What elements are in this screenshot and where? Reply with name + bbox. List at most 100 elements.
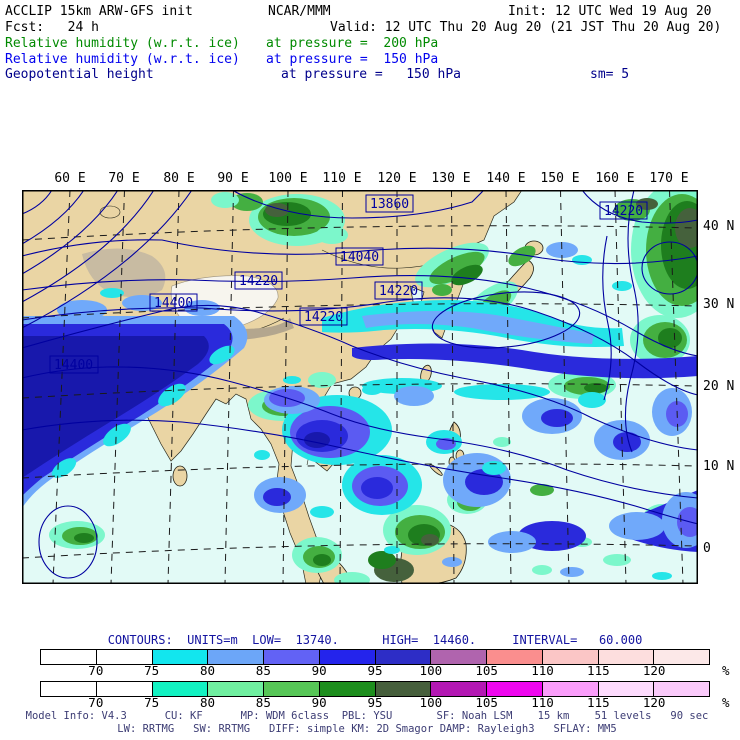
tick-label: 85 — [255, 663, 271, 678]
lon-label-140e: 140 E — [486, 171, 526, 186]
tick-label: 100 — [419, 663, 443, 678]
colorbar-segment — [654, 650, 709, 664]
lon-label-160e: 160 E — [595, 171, 635, 186]
tick-label: 120 — [642, 695, 666, 710]
lon-label-150e: 150 E — [540, 171, 580, 186]
lon-label-130e: 130 E — [431, 171, 471, 186]
contour-label: 14400 — [154, 296, 193, 311]
rh150-shading-layer — [22, 242, 698, 580]
field2-name: Relative humidity (w.r.t. ice) — [5, 52, 240, 67]
contour-label: 14040 — [340, 250, 379, 265]
contour-label: 14220 — [304, 310, 343, 325]
contour-label: 14220 — [239, 274, 278, 289]
map-border — [22, 190, 698, 584]
tick-label: 105 — [475, 663, 498, 678]
field3-name: Geopotential height — [5, 67, 154, 82]
field1-level: at pressure = 200 hPa — [266, 36, 439, 51]
contour-label: 13860 — [370, 197, 409, 212]
graticule-layer — [22, 190, 698, 584]
colorbar-segment — [598, 682, 655, 696]
lat-label-0: 0 — [703, 541, 711, 556]
model-info-line2: LW: RRTMG SW: RRTMG DIFF: simple KM: 2D … — [117, 723, 617, 735]
colorbar-segment — [431, 682, 487, 696]
lat-label-20n: 20 N — [703, 379, 735, 394]
contour-label-layer: 13860 14220 14040 14220 14400 14220 1422… — [49, 194, 648, 374]
lon-label-100e: 100 E — [268, 171, 308, 186]
tick-label: 75 — [144, 695, 160, 710]
field1-name: Relative humidity (w.r.t. ice) — [5, 36, 240, 51]
lon-label-70e: 70 E — [108, 171, 140, 186]
colorbar-segment — [96, 650, 153, 664]
map-plot: 13860 14220 14040 14220 14400 14220 1422… — [22, 190, 698, 584]
colorbar-rh150 — [40, 649, 710, 665]
colorbar-segment — [319, 682, 376, 696]
tick-label: 70 — [88, 663, 104, 678]
colorbar-segment — [264, 682, 320, 696]
colorbar-segment — [654, 682, 709, 696]
field2-level: at pressure = 150 hPa — [266, 52, 439, 67]
colorbar-segment — [208, 650, 264, 664]
colorbar-segment — [375, 650, 432, 664]
page-title: ACCLIP 15km ARW-GFS init — [5, 4, 193, 19]
lon-label-90e: 90 E — [217, 171, 249, 186]
colorbar-segment — [542, 682, 599, 696]
tick-label: 90 — [311, 663, 327, 678]
colorbar-segment — [208, 682, 264, 696]
tick-label: 95 — [367, 663, 383, 678]
colorbar-segment — [41, 650, 97, 664]
colorbar-segment — [319, 650, 376, 664]
tick-label: 115 — [587, 695, 610, 710]
tick-label: 70 — [88, 695, 104, 710]
contour-label: 14400 — [54, 358, 93, 373]
valid-time-label: Valid: 12 UTC Thu 20 Aug 20 (21 JST Thu … — [330, 20, 722, 35]
lat-label-30n: 30 N — [703, 297, 735, 312]
lon-label-80e: 80 E — [163, 171, 195, 186]
tick-label: 95 — [367, 695, 383, 710]
tick-label: 80 — [199, 663, 216, 678]
palawan — [429, 464, 443, 476]
tick-label: 120 — [642, 663, 666, 678]
contours-info-line: CONTOURS: UNITS=m LOW= 13740. HIGH= 1446… — [107, 633, 643, 647]
lon-label-120e: 120 E — [377, 171, 417, 186]
tick-label: 90 — [311, 695, 327, 710]
colorbar-segment — [431, 650, 487, 664]
colorbar-segment — [264, 650, 320, 664]
tick-label: 105 — [475, 695, 498, 710]
colorbar-segment — [152, 650, 209, 664]
lat-label-10n: 10 N — [703, 459, 735, 474]
colorbar-segment — [598, 650, 655, 664]
lon-label-110e: 110 E — [322, 171, 362, 186]
colorbar-rh150-ticks: 70 75 80 85 90 95 100 105 110 115 120 % — [40, 663, 729, 678]
geopotential-contour-layer — [22, 190, 698, 579]
lon-label-60e: 60 E — [54, 171, 86, 186]
lake — [99, 205, 121, 219]
tick-label: 115 — [587, 663, 610, 678]
colorbar-segment — [487, 682, 543, 696]
org-label: NCAR/MMM — [268, 4, 331, 19]
lon-label-170e: 170 E — [649, 171, 689, 186]
tick-label-percent: % — [722, 663, 730, 678]
tick-label: 80 — [199, 695, 216, 710]
tick-label: 110 — [531, 695, 554, 710]
colorbar-segment — [96, 682, 153, 696]
colorbar-segment — [152, 682, 209, 696]
smoothing-label: sm= 5 — [590, 67, 630, 82]
forecast-hour-label: Fcst: 24 h — [5, 20, 99, 35]
tick-label: 110 — [531, 663, 554, 678]
sri-lanka — [172, 465, 188, 487]
colorbar-segment — [41, 682, 97, 696]
colorbar-segment — [487, 650, 543, 664]
lat-label-40n: 40 N — [703, 219, 735, 234]
contour-label: 14220 — [604, 204, 643, 219]
closed-low-contour — [38, 505, 98, 579]
tick-label: 75 — [144, 663, 160, 678]
colorbar-rh200 — [40, 681, 710, 697]
tick-label: 100 — [419, 695, 443, 710]
contour-label: 14220 — [379, 284, 418, 299]
colorbar-segment — [375, 682, 432, 696]
tick-label-percent: % — [722, 695, 730, 710]
colorbar-rh200-ticks: 70 75 80 85 90 95 100 105 110 115 120 % — [40, 695, 729, 710]
tick-label: 85 — [255, 695, 271, 710]
model-info-line1: Model Info: V4.3 CU: KF MP: WDM 6class P… — [25, 710, 709, 722]
